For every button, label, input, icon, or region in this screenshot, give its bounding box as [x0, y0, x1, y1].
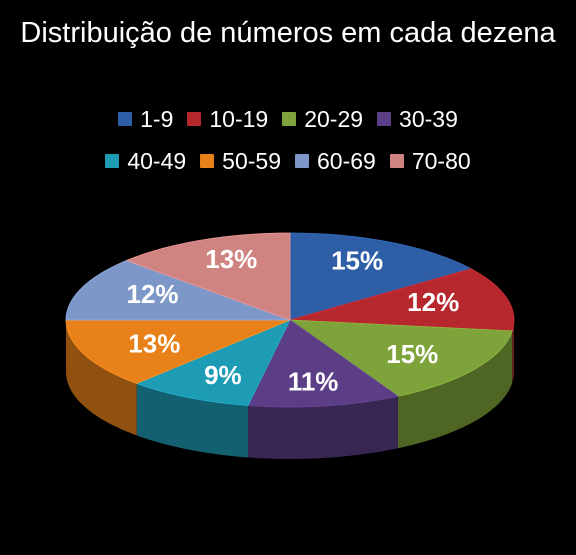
- pie-top-faces: [65, 232, 515, 408]
- legend-item-40-49: 40-49: [105, 146, 186, 176]
- data-label-70-80: 13%: [205, 244, 257, 274]
- legend-item-20-29: 20-29: [282, 104, 363, 134]
- legend-swatch: [105, 154, 120, 168]
- legend-item-1-9: 1-9: [118, 104, 173, 134]
- legend-swatch: [389, 154, 404, 168]
- legend-label: 30-39: [399, 106, 458, 132]
- pie-side-walls: [66, 320, 514, 459]
- legend-swatch: [118, 112, 133, 126]
- chart-title: Distribuição de números em cada dezena: [0, 14, 576, 52]
- legend-swatch: [295, 154, 309, 168]
- legend-swatch: [200, 154, 215, 168]
- pie-slice-60-69: [65, 260, 291, 321]
- legend-row-1: 1-9 10-19 20-29 30-39: [0, 104, 576, 134]
- legend-label: 20-29: [304, 106, 364, 132]
- pie-slice-30-39: [247, 319, 399, 408]
- pie-slice-20-29: [288, 319, 513, 397]
- legend-label: 60-69: [317, 148, 376, 174]
- data-label-20-29: 15%: [386, 339, 438, 369]
- pie-slice-40-49: [135, 319, 291, 406]
- pie-side-50-59: [66, 320, 137, 436]
- pie-slice-70-80: [125, 232, 291, 321]
- legend-item-70-80: 70-80: [389, 146, 471, 176]
- data-label-60-69: 12%: [127, 279, 179, 309]
- pie-side-10-19: [512, 320, 514, 383]
- pie-slice-10-19: [289, 268, 515, 332]
- legend-label: 50-59: [222, 148, 281, 174]
- data-label-30-39: 11%: [288, 366, 339, 396]
- pie-slice-50-59: [65, 319, 291, 384]
- legend-swatch: [187, 112, 202, 126]
- data-label-10-19: 12%: [407, 287, 459, 317]
- legend-item-10-19: 10-19: [187, 104, 268, 134]
- data-label-40-49: 9%: [204, 360, 242, 390]
- legend-item-30-39: 30-39: [377, 104, 458, 134]
- legend-label: 40-49: [127, 148, 187, 174]
- pie-side-30-39: [248, 396, 398, 459]
- legend-swatch: [282, 112, 297, 126]
- legend-item-60-69: 60-69: [295, 146, 376, 176]
- pie-slice-1-9: [289, 232, 473, 321]
- legend-label: 70-80: [411, 148, 471, 174]
- legend-item-50-59: 50-59: [200, 146, 281, 176]
- data-label-50-59: 13%: [128, 328, 180, 358]
- legend-label: 1-9: [140, 106, 174, 132]
- chart-title-text: Distribuição de números em cada dezena: [20, 17, 556, 49]
- legend-label: 10-19: [209, 106, 269, 132]
- data-label-1-9: 15%: [331, 246, 383, 276]
- pie-side-20-29: [397, 330, 513, 449]
- legend-row-2: 40-49 50-59 60-69 70-80: [0, 146, 576, 176]
- legend-swatch: [377, 112, 392, 126]
- pie-side-40-49: [136, 383, 249, 458]
